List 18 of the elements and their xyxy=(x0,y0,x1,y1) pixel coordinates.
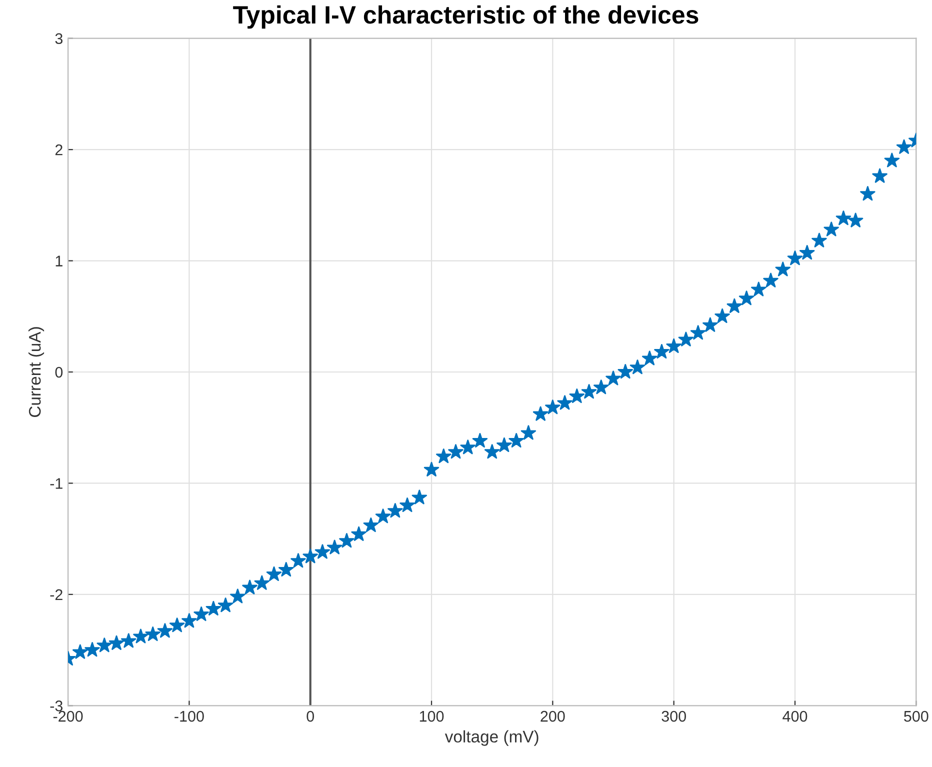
x-tick-label: -100 xyxy=(174,710,204,722)
y-tick-label: 3 xyxy=(55,33,63,44)
x-tick-label: -200 xyxy=(53,710,83,722)
x-tick-label: 300 xyxy=(662,710,686,722)
x-tick-label: 500 xyxy=(904,710,928,722)
y-axis-title: Current (uA) xyxy=(28,327,44,417)
x-axis-title: voltage (mV) xyxy=(444,730,538,746)
x-tick-label: 100 xyxy=(420,710,444,722)
y-tick-label: -3 xyxy=(50,700,63,712)
y-tick-label: 2 xyxy=(55,144,62,156)
x-tick-label: 200 xyxy=(540,710,565,722)
x-tick-label: 0 xyxy=(306,710,314,722)
y-tick-label: 1 xyxy=(56,256,62,266)
chart-title: Typical I-V characteristic of the devices xyxy=(233,5,698,29)
y-tick-label: 0 xyxy=(55,366,63,378)
y-tick-label: -1 xyxy=(50,478,62,489)
x-tick-label: 400 xyxy=(782,710,808,722)
y-tick-label: -2 xyxy=(50,589,62,600)
